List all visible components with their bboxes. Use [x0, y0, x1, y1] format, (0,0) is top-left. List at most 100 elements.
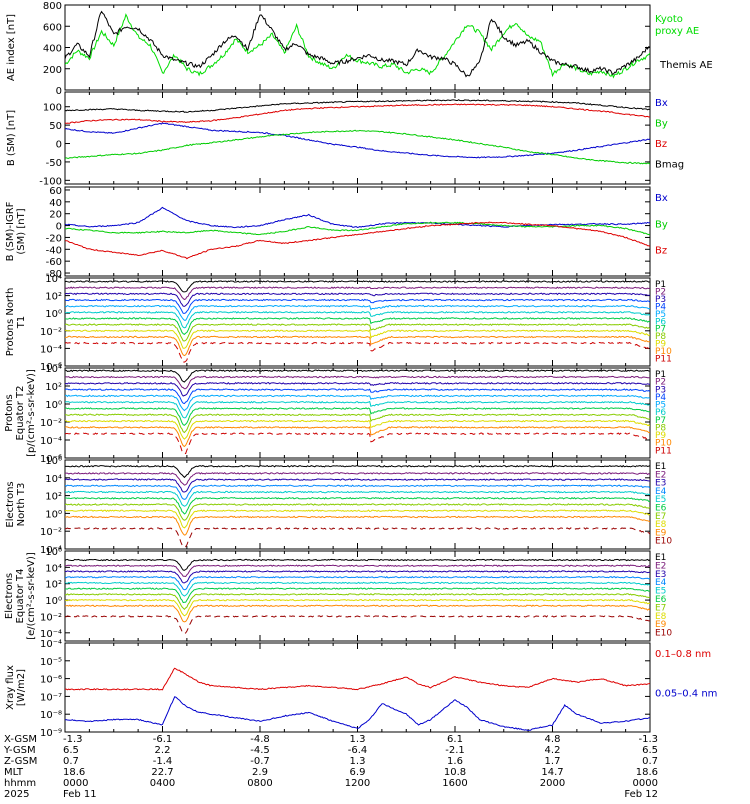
- legend-entry: P3: [655, 295, 666, 305]
- x-tick-label: 1.7: [545, 756, 561, 767]
- x-tick-label: 2.9: [252, 767, 268, 778]
- x-tick-label: 0.7: [642, 756, 658, 767]
- channel-line: [65, 286, 650, 301]
- legend-entry: Bx: [655, 98, 668, 109]
- legend-entry: Bz: [655, 246, 667, 257]
- x-tick-label: 6.9: [350, 767, 366, 778]
- panel-frame: [64, 4, 651, 91]
- legend-entry: Bx: [655, 193, 668, 204]
- y-tick-label: 10⁴: [45, 274, 62, 285]
- channel-line: [65, 509, 650, 529]
- legend-entry: P1: [655, 280, 666, 290]
- y-tick-label: 10⁻⁶: [40, 675, 62, 686]
- channel-line: [65, 587, 650, 604]
- y-tick-label: 10⁶: [45, 547, 62, 558]
- series-line-bz: [65, 221, 650, 260]
- legend-entry: E3: [655, 479, 666, 489]
- x-tick-label: 1200: [345, 778, 370, 789]
- plot-area: [65, 10, 650, 79]
- series-line-by: [65, 221, 650, 236]
- legend-entry: P2: [655, 378, 666, 388]
- y-tick-label: 60: [49, 186, 62, 197]
- y-tick-label: -40: [46, 245, 62, 256]
- legend-entry: E7: [655, 603, 666, 613]
- channel-line: [65, 381, 650, 397]
- legend-entry: P2: [655, 287, 666, 297]
- channel-line: [65, 292, 650, 307]
- y-tick-label: 10⁻⁴: [40, 344, 62, 355]
- x-tick-label: -1.3: [63, 734, 83, 745]
- panel-protons-eq: 10⁴ 10² 10⁰ 10⁻² 10⁻⁴ 10⁻⁶ Protons Equator T2 [p…: [4, 364, 672, 465]
- x-tick-label: 0800: [247, 778, 272, 789]
- y-axis-label: Protons North: [5, 288, 16, 357]
- legend-entry: P5: [655, 401, 666, 411]
- y-tick-label: -100: [39, 176, 62, 187]
- panel-frame: [64, 367, 651, 459]
- x-tick-label: 0000: [63, 778, 88, 789]
- channel-line: [65, 280, 650, 293]
- y-tick-label: 50: [49, 121, 62, 132]
- y-tick-label: 10⁻⁴: [40, 629, 62, 640]
- x-tick-label: 0400: [150, 778, 175, 789]
- channel-line: [65, 388, 650, 405]
- channel-line: [65, 515, 650, 536]
- y-axis-label: Equator T2: [15, 386, 26, 441]
- y-tick-label: -60: [46, 257, 62, 268]
- y-axis-label: North T3: [16, 483, 27, 527]
- y-axis-label: Protons: [4, 394, 15, 431]
- y-tick-label: -50: [46, 158, 62, 169]
- y-axis-label: Xray flux: [5, 665, 16, 710]
- channel-line: [65, 335, 650, 357]
- legend-entry: Kyoto: [655, 14, 683, 25]
- panel-protons-n: 10⁴ 10² 10⁰ 10⁻² 10⁻⁴ 10⁻⁶ Protons North T1 P1P2…: [5, 274, 672, 373]
- plot-area: [65, 99, 650, 165]
- x-tick-label: 22.7: [151, 767, 173, 778]
- legend-entry: P3: [655, 385, 666, 395]
- channel-line: [65, 570, 650, 584]
- y-tick-label: 10⁻²: [40, 527, 62, 538]
- x-tick-label: -6.4: [348, 745, 368, 756]
- legend-entry: 0.1–0.8 nm: [655, 649, 711, 660]
- y-axis-label: B (SM) [nT]: [6, 110, 17, 166]
- plot-area: [65, 206, 650, 260]
- y-tick-label: 10⁰: [45, 309, 62, 320]
- legend-entry: E8: [655, 520, 667, 530]
- x-row-label: hhmm: [4, 778, 36, 789]
- y-axis-label: [p/(cm²-s-sr-keV)]: [26, 369, 37, 457]
- y-axis-label: Electrons: [4, 573, 15, 619]
- channel-line: [65, 490, 650, 507]
- series-line-0-1-0-8-nm: [65, 667, 650, 691]
- y-axis-label: [W/m2]: [16, 669, 27, 706]
- legend-entry: P6: [655, 317, 666, 327]
- channel-line: [65, 304, 650, 321]
- y-tick-label: 10⁻²: [40, 418, 62, 429]
- legend-entry: P9: [655, 340, 666, 350]
- legend-entry: By: [655, 119, 668, 130]
- channel-line: [65, 604, 650, 623]
- legend-entry: P1: [655, 370, 666, 380]
- legend-entry: E9: [655, 528, 667, 538]
- channel-line: [65, 527, 650, 548]
- channel-line: [65, 413, 650, 434]
- y-tick-label: 10⁶: [45, 456, 62, 467]
- y-tick-label: 600: [43, 22, 62, 33]
- channel-line: [65, 478, 650, 493]
- legend-entry: E5: [655, 587, 666, 597]
- x-tick-label: 2000: [540, 778, 565, 789]
- y-tick-label: 10⁻²: [40, 612, 62, 623]
- plot-area: [65, 369, 650, 455]
- legend-entry: E8: [655, 612, 667, 622]
- x-tick-label: 1.3: [350, 734, 366, 745]
- legend-entry: E6: [655, 504, 667, 514]
- legend-entry: P7: [655, 416, 666, 426]
- y-tick-label: 10²: [45, 580, 62, 591]
- channel-line: [65, 341, 650, 363]
- channel-line: [65, 593, 650, 611]
- x-tick-label: 18.6: [63, 767, 85, 778]
- panel-frame: [64, 642, 651, 733]
- legend-entry: E2: [655, 470, 666, 480]
- y-tick-label: 800: [43, 1, 62, 12]
- y-axis-label: Electrons: [5, 481, 16, 527]
- y-tick-label: 10⁴: [45, 563, 62, 574]
